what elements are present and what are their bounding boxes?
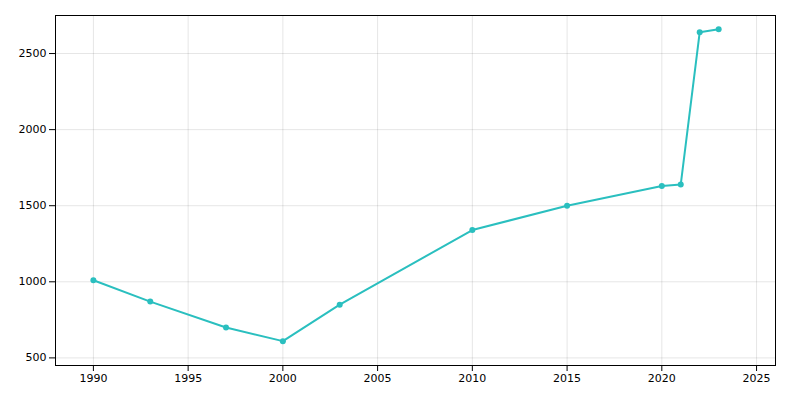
svg-text:500: 500 xyxy=(26,351,47,364)
svg-text:1500: 1500 xyxy=(19,199,47,212)
svg-text:2500: 2500 xyxy=(19,47,47,60)
svg-text:2015: 2015 xyxy=(553,372,581,385)
svg-text:2010: 2010 xyxy=(458,372,486,385)
svg-text:1995: 1995 xyxy=(174,372,202,385)
svg-text:2020: 2020 xyxy=(648,372,676,385)
svg-text:1000: 1000 xyxy=(19,275,47,288)
svg-text:2000: 2000 xyxy=(269,372,297,385)
svg-text:2000: 2000 xyxy=(19,123,47,136)
svg-text:2005: 2005 xyxy=(364,372,392,385)
svg-text:1990: 1990 xyxy=(79,372,107,385)
svg-text:2025: 2025 xyxy=(743,372,771,385)
